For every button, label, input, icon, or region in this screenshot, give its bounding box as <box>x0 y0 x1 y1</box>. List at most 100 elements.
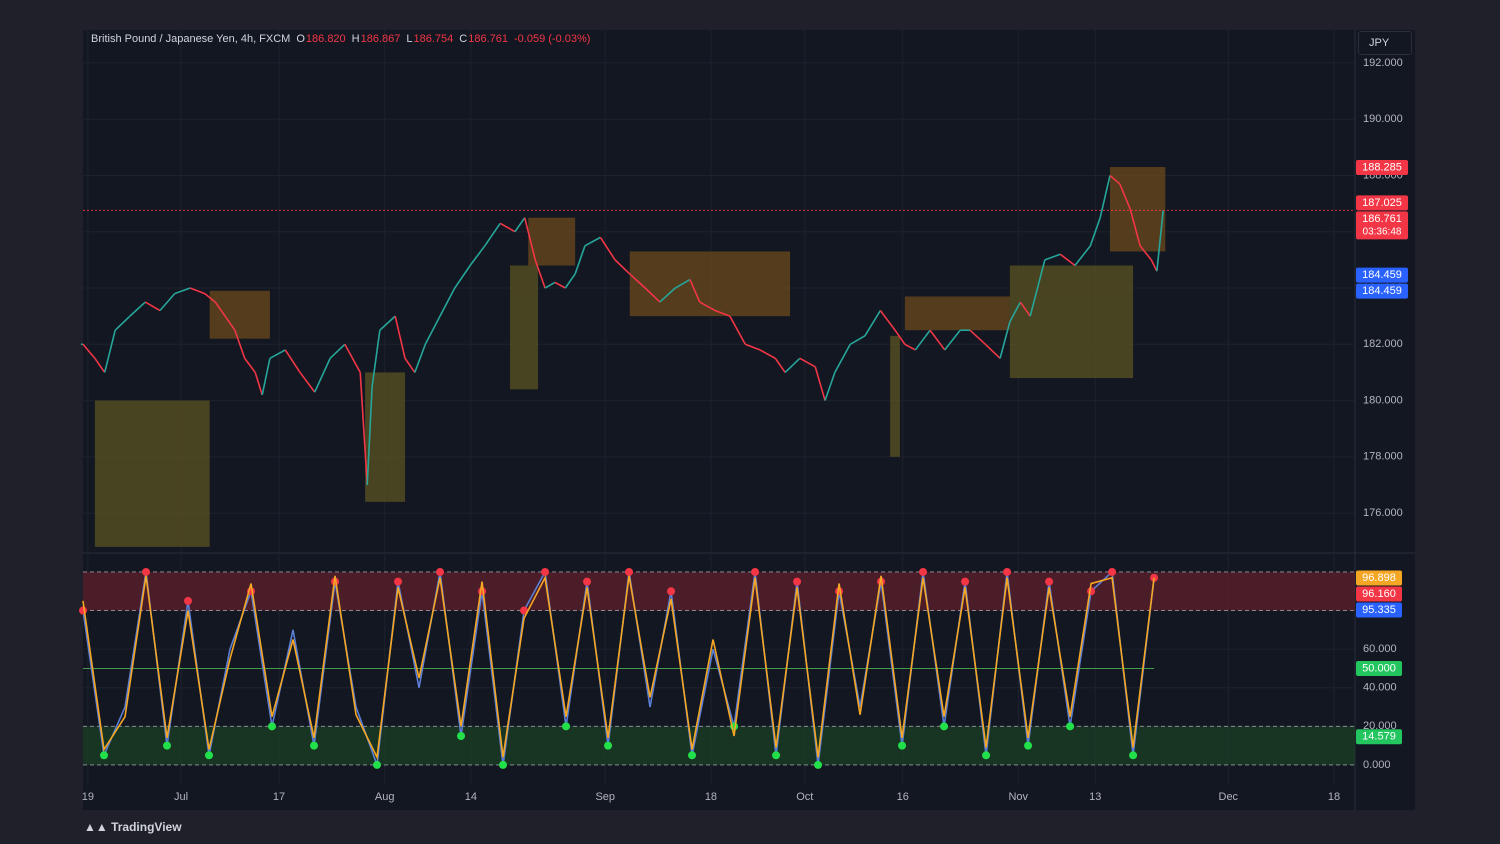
x-tick-label: 18 <box>705 791 717 803</box>
price-segment <box>1089 217 1101 247</box>
x-tick-label: 14 <box>465 791 477 803</box>
price-segment <box>554 281 566 289</box>
signal-dot <box>100 751 109 760</box>
x-tick-label: Jul <box>174 791 188 803</box>
signal-dot <box>310 741 319 750</box>
price-segment <box>674 278 691 289</box>
ohlc-key: C <box>459 33 468 45</box>
price-segment <box>359 372 369 486</box>
zone <box>94 400 210 547</box>
signal-dot <box>142 567 151 576</box>
price-segment <box>879 310 896 331</box>
price-segment <box>864 310 882 337</box>
price-segment <box>114 315 131 331</box>
signal-dot <box>625 567 634 576</box>
price-segment <box>269 349 286 360</box>
oscillator-line <box>82 575 1155 760</box>
overbought-zone <box>83 571 1355 611</box>
price-label: 184.459 <box>1362 285 1402 297</box>
signal-dot <box>583 577 592 586</box>
signal-dot <box>919 567 928 576</box>
signal-dot <box>688 751 697 760</box>
price-label: 184.459 <box>1362 269 1402 281</box>
price-segment <box>299 371 316 393</box>
y-tick-label: 20.000 <box>1363 720 1397 732</box>
y-tick-label: 192.000 <box>1363 57 1403 69</box>
signal-dot <box>79 606 87 615</box>
price-segment <box>744 343 761 351</box>
price-label-box <box>1356 267 1408 283</box>
price-label: 186.761 <box>1362 213 1402 225</box>
price-segment <box>644 287 661 303</box>
signal-dot <box>793 577 802 586</box>
price-segment <box>244 357 256 373</box>
x-tick-label: Dec <box>1219 791 1239 803</box>
signal-dot <box>457 731 466 740</box>
price-segment <box>254 372 263 396</box>
ohlc-value: 186.754 <box>413 33 454 45</box>
price-segment <box>1150 259 1158 272</box>
price-segment <box>1019 301 1031 317</box>
price-segment <box>1119 183 1132 210</box>
y-tick-label: 0.000 <box>1363 759 1391 771</box>
x-tick-label: Nov <box>1008 791 1028 803</box>
signal-dot <box>961 577 970 586</box>
ohlc-key: H <box>351 33 360 45</box>
value-label: 50.000 <box>1362 662 1396 674</box>
signal-dot <box>772 751 781 760</box>
value-label: 96.898 <box>1362 572 1396 584</box>
signal-dot <box>499 760 508 769</box>
price-segment <box>344 343 361 373</box>
signal-dot <box>814 760 823 769</box>
y-tick-label: 60.000 <box>1363 643 1397 655</box>
y-tick-label: 190.000 <box>1363 113 1403 125</box>
change: -0.059 (-0.03%) <box>514 33 591 45</box>
value-label: 96.160 <box>1362 588 1396 600</box>
price-segment <box>224 315 236 331</box>
price-segment <box>1009 301 1022 323</box>
price-segment <box>1059 253 1076 267</box>
price-segment <box>1074 245 1092 266</box>
signal-dot <box>604 741 613 750</box>
price-segment <box>1109 174 1121 185</box>
price-segment <box>774 357 786 373</box>
price-segment <box>523 217 537 261</box>
price-segment <box>1099 175 1111 218</box>
x-tick-label: 17 <box>273 791 285 803</box>
price-segment <box>439 287 456 317</box>
x-tick-label: 18 <box>1328 791 1340 803</box>
price-segment <box>759 349 776 360</box>
zone <box>629 251 791 317</box>
price-segment <box>894 329 906 345</box>
price-segment <box>714 309 731 317</box>
signal-dot <box>667 587 676 596</box>
price-segment <box>914 329 931 351</box>
x-tick-label: Aug <box>375 791 395 803</box>
signal-dot <box>394 577 403 586</box>
y-tick-label: 176.000 <box>1363 507 1403 519</box>
x-tick-label: 13 <box>1089 791 1101 803</box>
price-segment <box>904 343 916 351</box>
price-label: 187.025 <box>1362 197 1402 209</box>
price-segment <box>414 344 427 373</box>
price-segment <box>564 273 576 289</box>
price-segment <box>234 329 246 359</box>
signal-dot <box>940 722 949 731</box>
signal-dot <box>562 722 571 731</box>
ohlc-value: 186.867 <box>360 33 401 45</box>
signal-dot <box>373 760 382 769</box>
ohlc-key: L <box>406 33 413 45</box>
price-segment <box>1029 259 1046 317</box>
price-segment <box>929 329 946 351</box>
price-segment <box>82 343 96 359</box>
zone <box>904 296 1010 331</box>
y-tick-label: 182.000 <box>1363 338 1403 350</box>
signal-dot <box>751 567 760 576</box>
currency-button[interactable]: JPY <box>1358 31 1412 55</box>
panel <box>83 30 1415 810</box>
ohlc-key: O <box>296 33 305 45</box>
x-tick-label: 19 <box>82 791 94 803</box>
price-label-box <box>1356 283 1408 299</box>
x-tick-label: Sep <box>595 791 615 803</box>
